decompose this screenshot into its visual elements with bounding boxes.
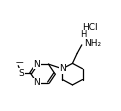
Text: HCl: HCl [82, 23, 97, 32]
Text: —: — [15, 58, 23, 67]
Text: N: N [59, 64, 66, 73]
Text: H: H [80, 30, 87, 39]
Text: N: N [33, 78, 40, 87]
Text: NH₂: NH₂ [84, 39, 101, 48]
Text: S: S [18, 69, 24, 78]
Text: N: N [33, 60, 40, 69]
